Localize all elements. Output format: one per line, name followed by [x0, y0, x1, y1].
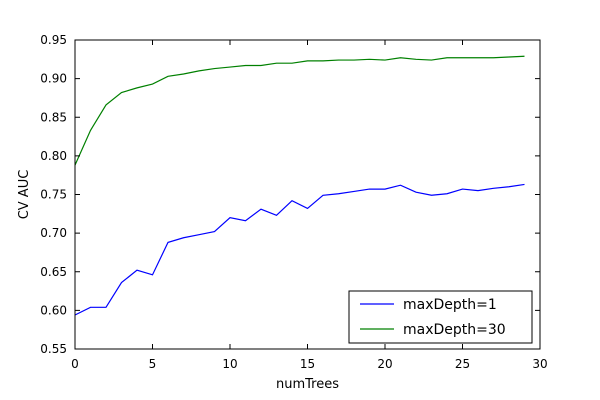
x-tick-label: 15	[300, 357, 315, 371]
x-tick-label: 25	[455, 357, 470, 371]
series-layer	[74, 55, 525, 316]
y-tick-label: 0.70	[40, 226, 67, 240]
y-tick-label: 0.80	[40, 149, 67, 163]
y-tick-label: 0.75	[40, 188, 67, 202]
x-tick-label: 20	[377, 357, 392, 371]
legend: maxDepth=1 maxDepth=30	[348, 290, 533, 344]
x-tick-label: 30	[532, 357, 547, 371]
series-line-maxdepth-30	[74, 55, 525, 166]
y-tick-label: 0.85	[40, 110, 67, 124]
y-axis-label: CV AUC	[17, 170, 32, 220]
x-axis-label: numTrees	[276, 377, 339, 392]
legend-label-maxdepth-30: maxDepth=30	[403, 322, 506, 338]
legend-box	[348, 290, 533, 344]
ticks-layer: 0 5 10 15 20 25 30 0.55 0.60 0.65 0.70 0.75 0.80 0.85…	[40, 33, 547, 371]
legend-label-maxdepth-1: maxDepth=1	[403, 297, 497, 313]
y-tick-label: 0.60	[40, 303, 67, 317]
x-tick-label: 0	[71, 357, 79, 371]
x-tick-label: 5	[149, 357, 157, 371]
series-line-maxdepth-1	[74, 183, 525, 316]
y-tick-label: 0.95	[40, 33, 67, 47]
y-tick-label: 0.90	[40, 72, 67, 86]
y-tick-label: 0.55	[40, 342, 67, 356]
x-tick-label: 10	[222, 357, 237, 371]
y-tick-label: 0.65	[40, 265, 67, 279]
